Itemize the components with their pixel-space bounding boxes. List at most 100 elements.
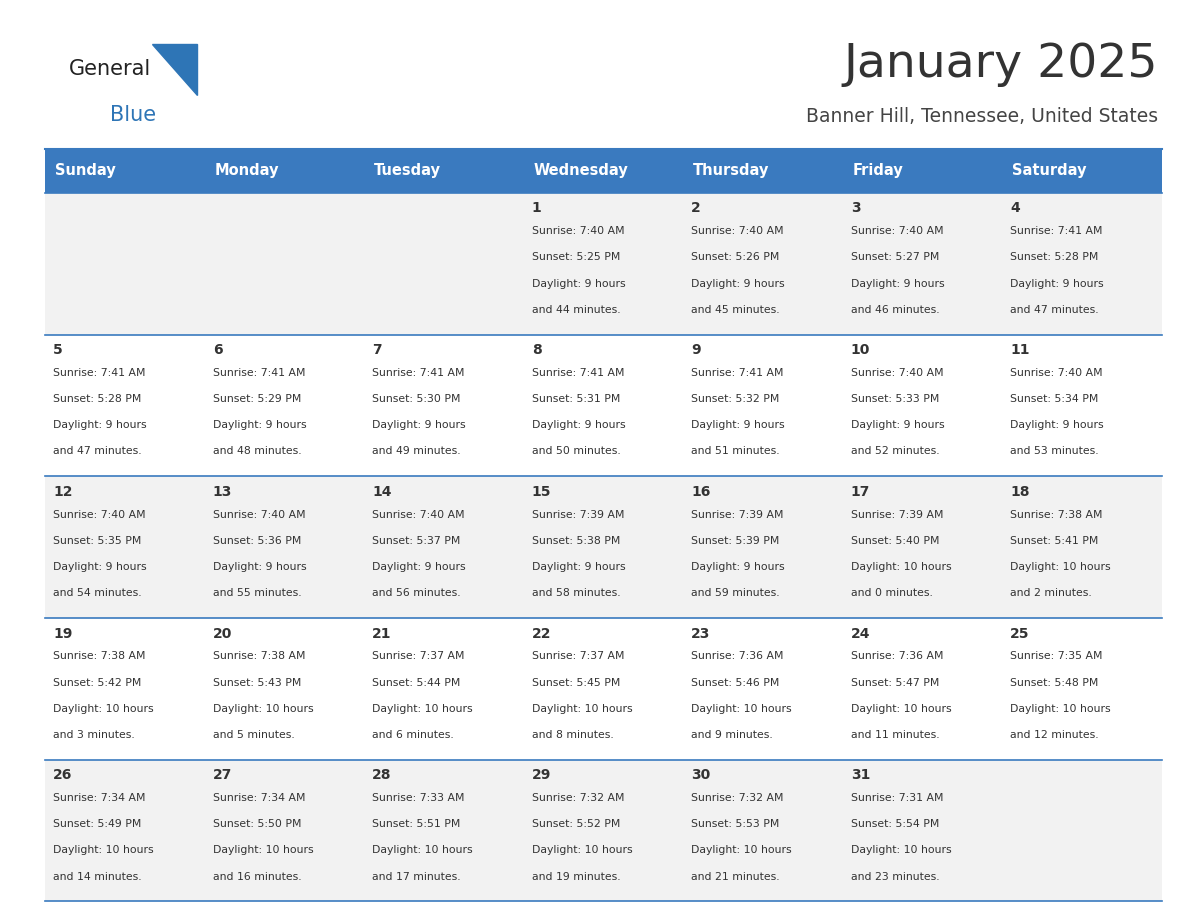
Text: Sunrise: 7:40 AM: Sunrise: 7:40 AM [532,226,625,236]
Text: Daylight: 9 hours: Daylight: 9 hours [691,278,785,288]
Bar [45,149,204,193]
Text: Sunset: 5:46 PM: Sunset: 5:46 PM [691,677,779,688]
Text: 3: 3 [851,201,860,216]
Bar [1003,618,1162,760]
Bar [842,476,1003,618]
Bar [365,476,524,618]
Bar [524,760,683,901]
Text: Sunset: 5:28 PM: Sunset: 5:28 PM [53,394,141,404]
Text: Daylight: 9 hours: Daylight: 9 hours [691,562,785,572]
Text: and 59 minutes.: and 59 minutes. [691,588,779,599]
Text: Sunset: 5:48 PM: Sunset: 5:48 PM [1010,677,1099,688]
Text: Daylight: 10 hours: Daylight: 10 hours [691,845,792,856]
Bar [365,760,524,901]
Bar [365,149,524,193]
Text: 9: 9 [691,343,701,357]
Text: Daylight: 9 hours: Daylight: 9 hours [532,278,625,288]
Text: 26: 26 [53,768,72,782]
Bar [842,193,1003,334]
Text: Sunrise: 7:38 AM: Sunrise: 7:38 AM [213,651,305,661]
Bar [45,476,204,618]
Text: Sunrise: 7:32 AM: Sunrise: 7:32 AM [691,793,784,803]
Text: Sunrise: 7:38 AM: Sunrise: 7:38 AM [1010,509,1102,520]
Text: and 0 minutes.: and 0 minutes. [851,588,933,599]
Text: and 21 minutes.: and 21 minutes. [691,872,779,881]
Text: Daylight: 9 hours: Daylight: 9 hours [53,562,147,572]
Text: 11: 11 [1010,343,1030,357]
Text: Sunrise: 7:40 AM: Sunrise: 7:40 AM [691,226,784,236]
Text: and 56 minutes.: and 56 minutes. [372,588,461,599]
Text: 22: 22 [532,626,551,641]
Text: Saturday: Saturday [1012,163,1086,178]
Text: Sunset: 5:29 PM: Sunset: 5:29 PM [213,394,301,404]
Text: Sunset: 5:31 PM: Sunset: 5:31 PM [532,394,620,404]
Text: 20: 20 [213,626,232,641]
Bar [365,334,524,476]
Text: 18: 18 [1010,485,1030,498]
Bar [524,334,683,476]
Text: Sunset: 5:28 PM: Sunset: 5:28 PM [1010,252,1099,263]
Text: Sunset: 5:25 PM: Sunset: 5:25 PM [532,252,620,263]
Text: Sunrise: 7:41 AM: Sunrise: 7:41 AM [691,368,784,378]
Text: 21: 21 [372,626,392,641]
Text: Thursday: Thursday [693,163,769,178]
Text: 4: 4 [1010,201,1020,216]
Text: Sunset: 5:33 PM: Sunset: 5:33 PM [851,394,940,404]
Text: Sunset: 5:51 PM: Sunset: 5:51 PM [372,819,461,829]
Text: Sunset: 5:38 PM: Sunset: 5:38 PM [532,536,620,546]
Text: Sunrise: 7:37 AM: Sunrise: 7:37 AM [372,651,465,661]
Bar [45,618,204,760]
Bar [204,760,365,901]
Text: 31: 31 [851,768,870,782]
Bar [524,149,683,193]
Bar [842,149,1003,193]
Text: Sunrise: 7:35 AM: Sunrise: 7:35 AM [1010,651,1102,661]
Text: and 44 minutes.: and 44 minutes. [532,305,620,315]
Text: Daylight: 10 hours: Daylight: 10 hours [372,704,473,714]
Text: Monday: Monday [214,163,279,178]
Text: 23: 23 [691,626,710,641]
Text: 19: 19 [53,626,72,641]
Text: and 11 minutes.: and 11 minutes. [851,730,940,740]
Text: and 6 minutes.: and 6 minutes. [372,730,454,740]
Text: 24: 24 [851,626,871,641]
Text: Daylight: 10 hours: Daylight: 10 hours [851,704,952,714]
Text: Sunrise: 7:39 AM: Sunrise: 7:39 AM [691,509,784,520]
Text: Sunrise: 7:39 AM: Sunrise: 7:39 AM [532,509,624,520]
Bar [365,618,524,760]
Bar [45,193,204,334]
Text: Daylight: 10 hours: Daylight: 10 hours [372,845,473,856]
Text: 12: 12 [53,485,72,498]
Bar [683,760,842,901]
Text: January 2025: January 2025 [843,41,1158,87]
Text: 1: 1 [532,201,542,216]
Text: Sunrise: 7:41 AM: Sunrise: 7:41 AM [53,368,146,378]
Text: Sunset: 5:32 PM: Sunset: 5:32 PM [691,394,779,404]
Text: 10: 10 [851,343,870,357]
Text: Sunset: 5:45 PM: Sunset: 5:45 PM [532,677,620,688]
Text: Sunset: 5:53 PM: Sunset: 5:53 PM [691,819,779,829]
Text: Daylight: 9 hours: Daylight: 9 hours [851,420,944,431]
Text: and 12 minutes.: and 12 minutes. [1010,730,1099,740]
Text: Sunset: 5:54 PM: Sunset: 5:54 PM [851,819,940,829]
Text: Sunset: 5:42 PM: Sunset: 5:42 PM [53,677,141,688]
Text: and 17 minutes.: and 17 minutes. [372,872,461,881]
Text: and 9 minutes.: and 9 minutes. [691,730,773,740]
Bar [683,334,842,476]
Text: Daylight: 9 hours: Daylight: 9 hours [532,562,625,572]
Bar [683,193,842,334]
Text: Sunrise: 7:31 AM: Sunrise: 7:31 AM [851,793,943,803]
Text: Daylight: 9 hours: Daylight: 9 hours [851,278,944,288]
Bar [524,476,683,618]
Text: Daylight: 10 hours: Daylight: 10 hours [851,562,952,572]
Text: Sunset: 5:37 PM: Sunset: 5:37 PM [372,536,461,546]
Text: Sunset: 5:26 PM: Sunset: 5:26 PM [691,252,779,263]
Text: Daylight: 9 hours: Daylight: 9 hours [213,420,307,431]
Text: and 52 minutes.: and 52 minutes. [851,446,940,456]
Text: Sunrise: 7:36 AM: Sunrise: 7:36 AM [851,651,943,661]
Text: 14: 14 [372,485,392,498]
Bar [45,760,204,901]
Text: Sunrise: 7:32 AM: Sunrise: 7:32 AM [532,793,624,803]
Text: Sunset: 5:43 PM: Sunset: 5:43 PM [213,677,301,688]
Text: Daylight: 9 hours: Daylight: 9 hours [372,562,466,572]
